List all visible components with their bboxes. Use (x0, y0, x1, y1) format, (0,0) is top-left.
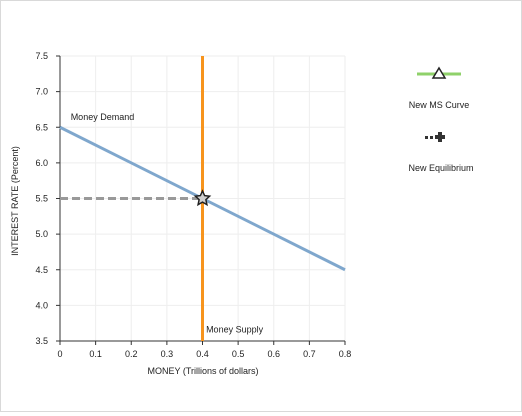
legend-new-equilibrium[interactable]: New Equilibrium (408, 132, 474, 173)
x-tick-label: 0.1 (89, 349, 102, 359)
y-tick-label: 7.5 (35, 51, 48, 61)
equilibrium-star-marker (193, 189, 212, 207)
legend-new-ms-curve[interactable]: New MS Curve (409, 66, 470, 110)
series-lines (59, 56, 346, 341)
annotation-money-demand: Money Demand (71, 112, 135, 122)
x-tick-label: 0.4 (196, 349, 209, 359)
x-tick-label: 0.5 (232, 349, 245, 359)
annotations: Money Demand Money Supply (71, 112, 264, 334)
y-tick-label: 6.5 (35, 122, 48, 132)
dashed-plus-icon (435, 132, 445, 142)
y-tick-label: 7.0 (35, 87, 48, 97)
y-tick-label: 6.0 (35, 158, 48, 168)
x-tick-label: 0.7 (303, 349, 316, 359)
y-axis-title: INTEREST RATE (Percent) (10, 146, 20, 256)
x-tick-label: 0.6 (267, 349, 280, 359)
annotation-money-supply: Money Supply (206, 324, 264, 334)
y-tick-label: 4.5 (35, 265, 48, 275)
legend-dash-1 (425, 136, 428, 139)
x-axis-title: MONEY (Trillions of dollars) (147, 366, 258, 376)
y-tick-label: 3.5 (35, 336, 48, 346)
legend-label-new-equilibrium: New Equilibrium (408, 163, 473, 173)
x-tick-label: 0 (57, 349, 62, 359)
y-tick-label: 5.0 (35, 229, 48, 239)
y-tick-label: 5.5 (35, 194, 48, 204)
x-tick-label: 0.8 (339, 349, 352, 359)
line-triangle-icon (431, 66, 447, 79)
legend-label-new-ms-curve: New MS Curve (409, 100, 470, 110)
legend: New MS Curve New Equilibrium (408, 66, 474, 173)
x-tick-label: 0.3 (161, 349, 174, 359)
tick-labels: 3.5 4.0 4.5 5.0 5.5 6.0 6.5 7.0 7.5 0 0.1 0.2 0.3 0.4… (35, 51, 351, 359)
legend-dash-2 (430, 136, 433, 139)
y-tick-label: 4.0 (35, 300, 48, 310)
x-tick-label: 0.2 (125, 349, 138, 359)
